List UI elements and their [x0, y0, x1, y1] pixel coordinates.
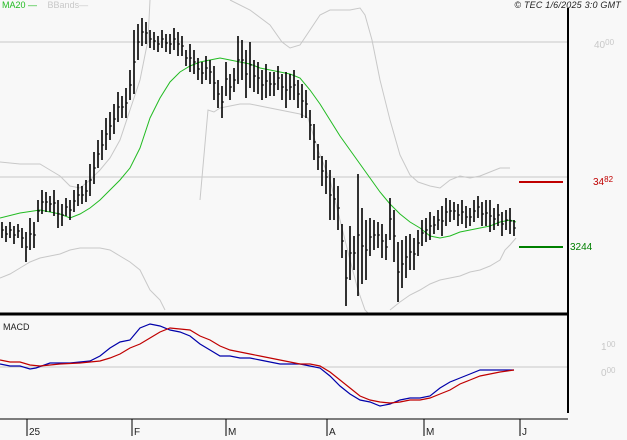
x-label-jan: 25: [29, 427, 41, 438]
x-label-feb: F: [134, 427, 141, 438]
price-bars: [1, 18, 516, 306]
copyright-notice: © TEC 1/6/2025 3:0 GMT: [514, 0, 621, 10]
x-label-jun: J: [522, 427, 527, 438]
x-axis-ticks: [26, 419, 521, 436]
bollinger-bands: [0, 0, 517, 316]
x-label-apr: A: [329, 427, 336, 438]
legend-bbands: BBands—: [47, 0, 89, 10]
legend-ma20: MA20 —: [2, 0, 38, 10]
ma20-line: [0, 57, 517, 239]
x-label-mar: M: [228, 427, 237, 438]
macd-lines: [0, 323, 515, 407]
macd-panel-title: MACD: [3, 322, 30, 332]
resistance-label: 3482: [593, 175, 614, 188]
chart-legend: MA20 — BBands—: [2, 0, 88, 11]
macd-y-label-0: 000: [601, 366, 616, 379]
support-label: 3244: [570, 242, 593, 253]
y-label-4000: 4000: [594, 38, 615, 51]
macd-y-label-1: 100: [601, 340, 616, 353]
x-label-may: M: [426, 427, 435, 438]
